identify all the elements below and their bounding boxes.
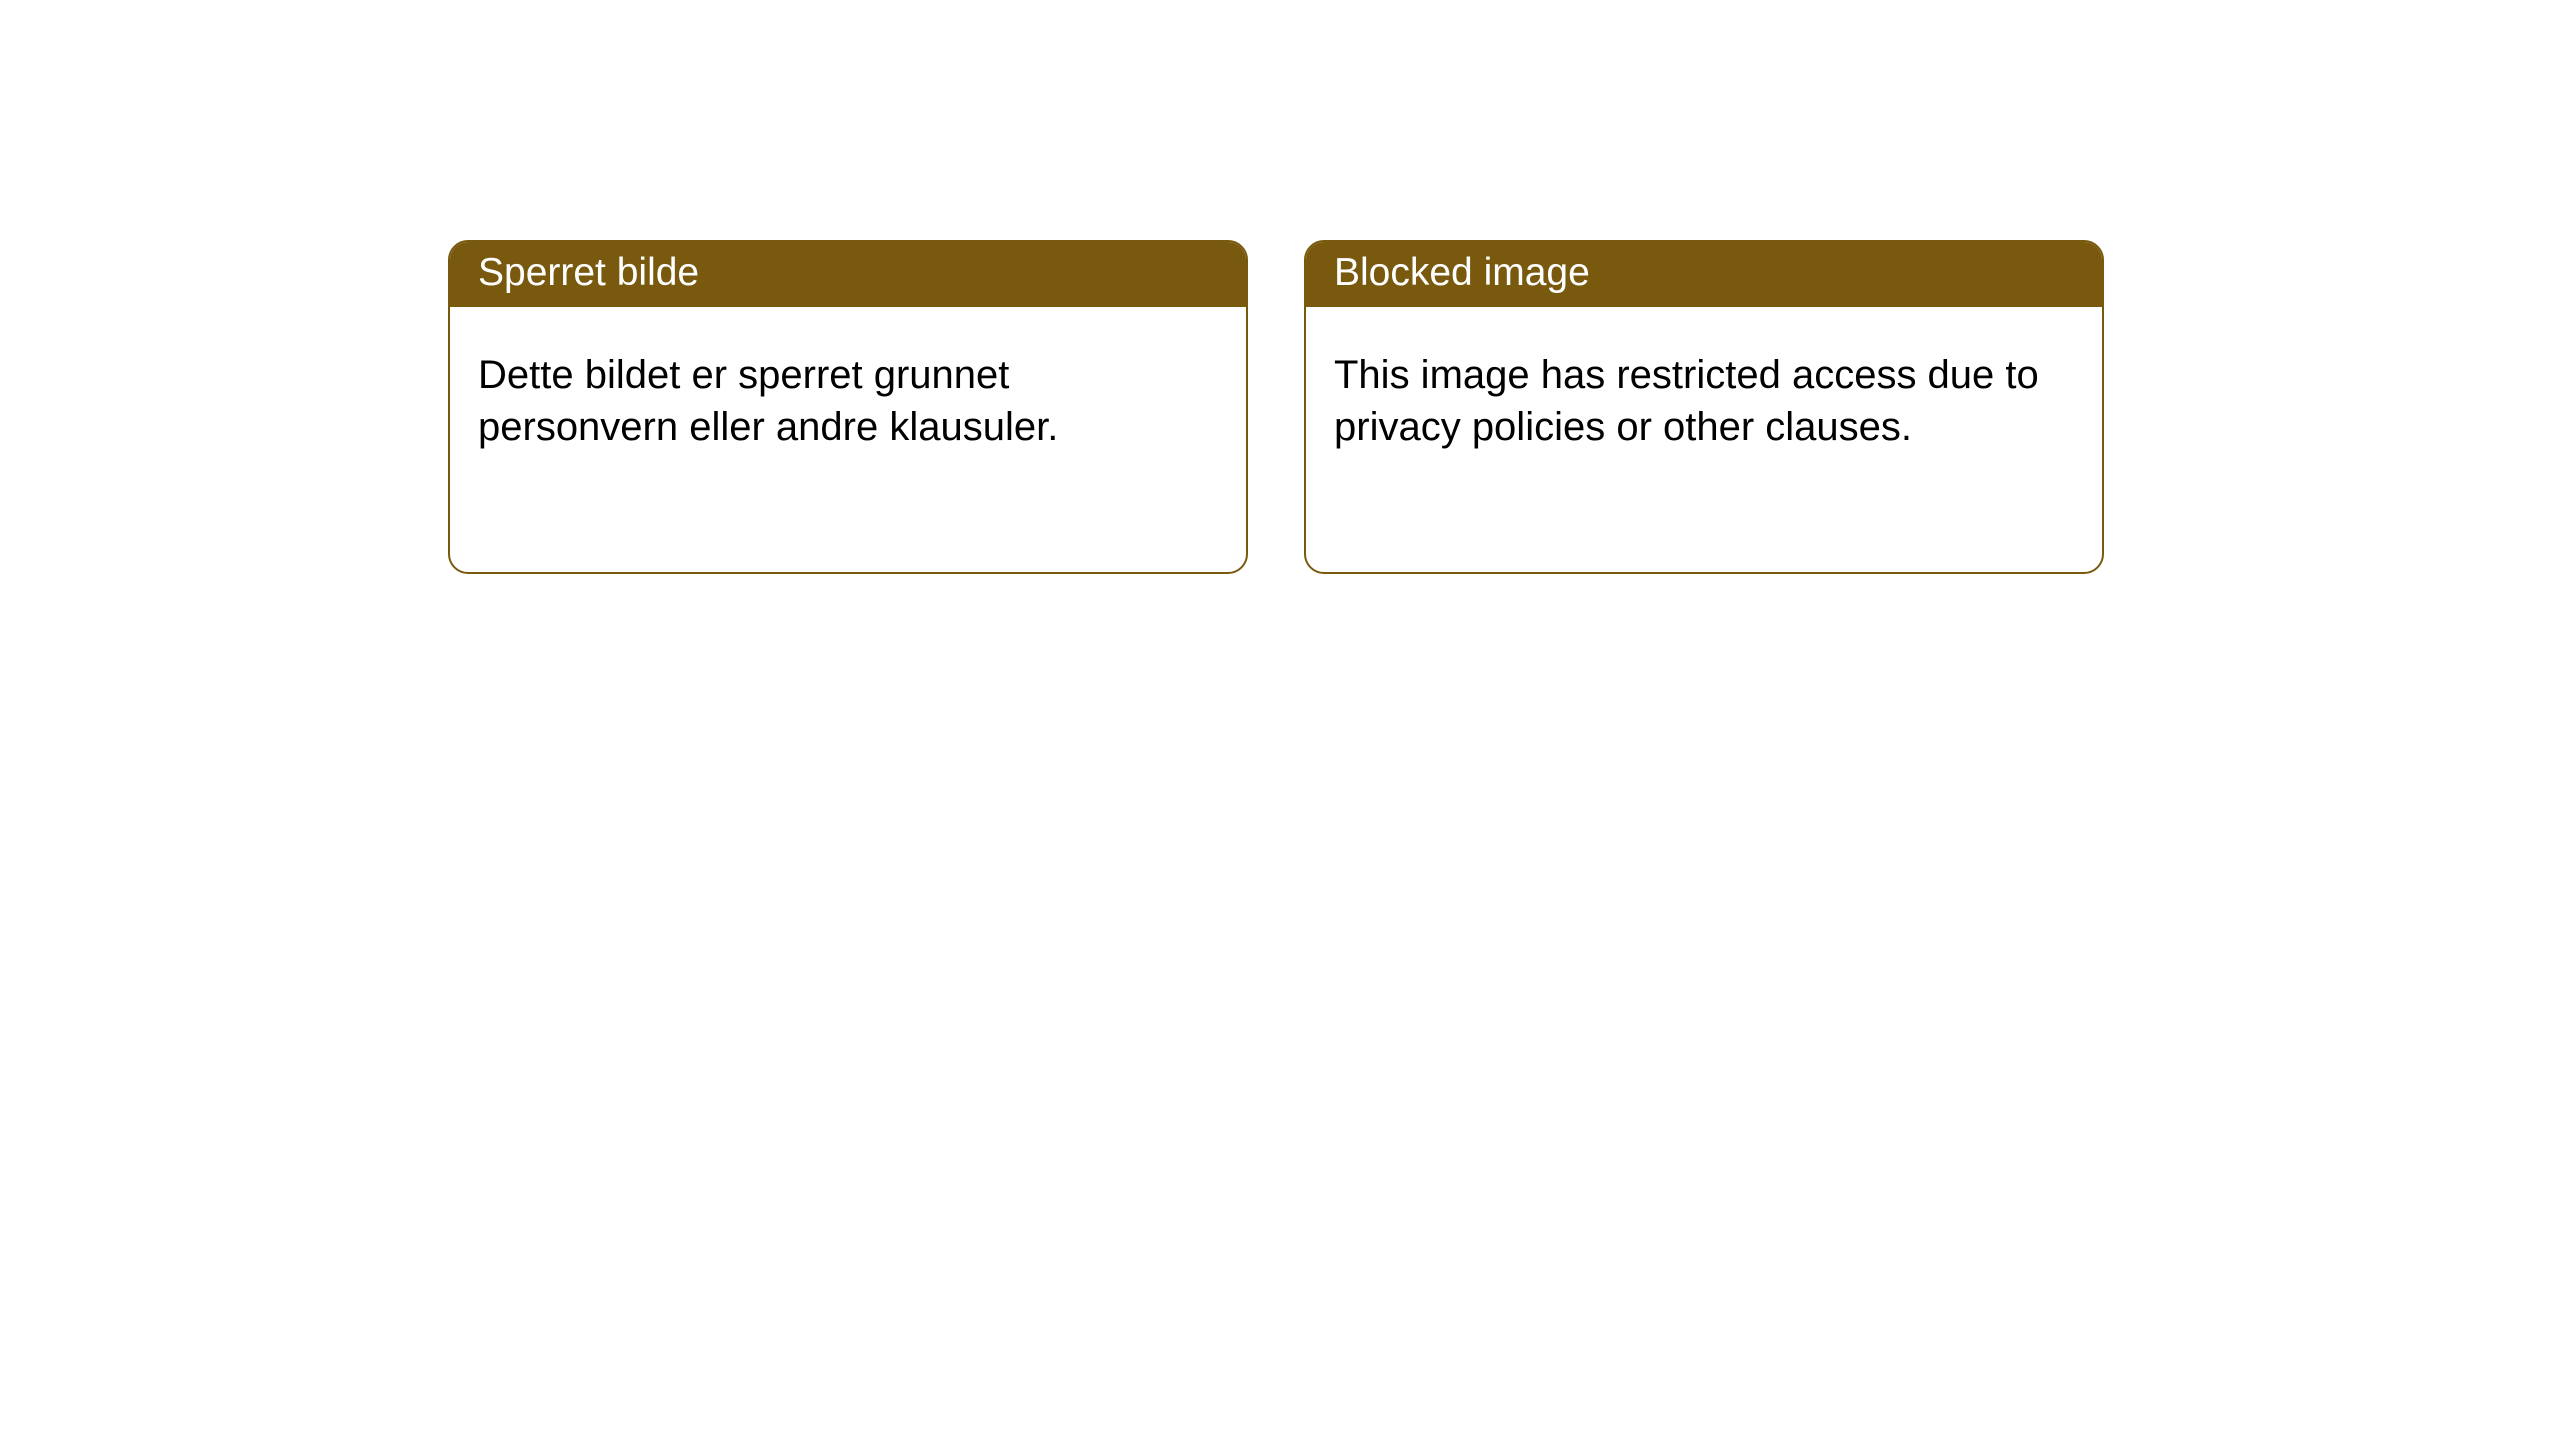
notice-container: Sperret bilde Dette bildet er sperret gr…	[0, 0, 2560, 574]
notice-card-norwegian: Sperret bilde Dette bildet er sperret gr…	[448, 240, 1248, 574]
card-header: Blocked image	[1306, 242, 2102, 307]
card-header: Sperret bilde	[450, 242, 1246, 307]
notice-card-english: Blocked image This image has restricted …	[1304, 240, 2104, 574]
card-body: Dette bildet er sperret grunnet personve…	[450, 307, 1246, 481]
card-body-text: Dette bildet er sperret grunnet personve…	[478, 353, 1058, 449]
card-title: Blocked image	[1334, 251, 1590, 294]
card-body-text: This image has restricted access due to …	[1334, 353, 2039, 449]
card-body: This image has restricted access due to …	[1306, 307, 2102, 481]
card-title: Sperret bilde	[478, 251, 699, 294]
